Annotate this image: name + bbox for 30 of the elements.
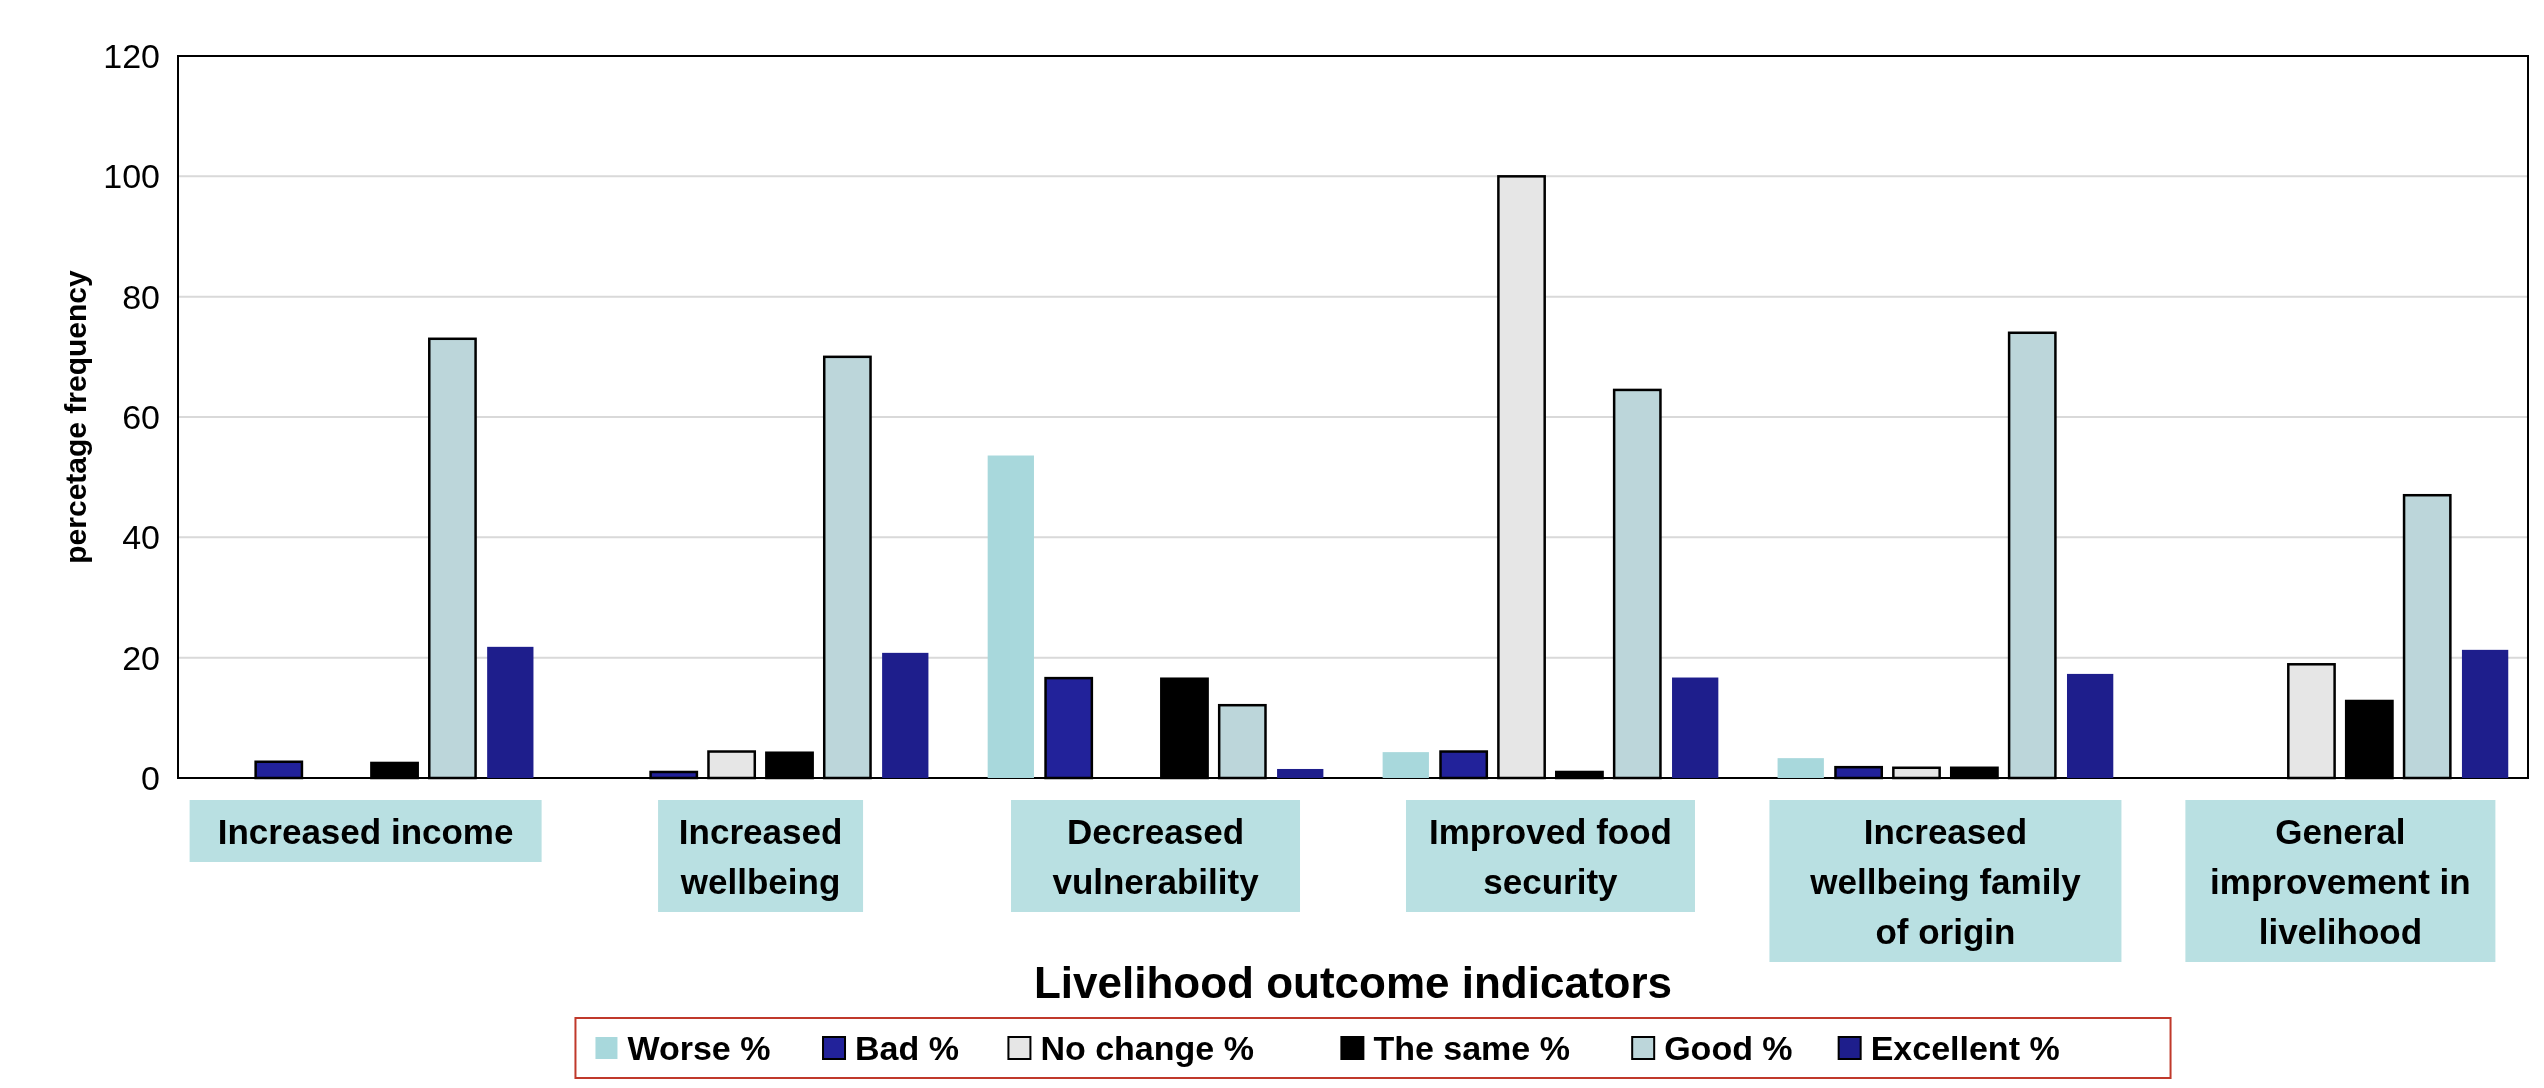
bar (1382, 752, 1429, 778)
legend-label: No change % (1040, 1028, 1254, 1067)
x-axis-title: Livelihood outcome indicators (1033, 958, 1673, 1007)
bar (487, 646, 534, 778)
x-tick-label: Decreased vulnerability (1052, 812, 1260, 901)
y-tick-label: 120 (103, 36, 160, 75)
x-tick-label: Increased income (217, 812, 514, 851)
legend-label: Excellent % (1870, 1028, 2060, 1067)
y-tick-label: 80 (122, 277, 160, 316)
y-tick-label: 40 (122, 518, 160, 557)
y-tick-label: 0 (141, 758, 160, 797)
y-tick-label: 20 (122, 638, 160, 677)
bar (1777, 758, 1824, 778)
bar (882, 652, 929, 778)
legend-label: Bad % (855, 1028, 959, 1067)
y-tick-label: 100 (103, 157, 160, 196)
y-tick-label: 60 (122, 397, 160, 436)
x-tick-label: Increased wellbeing family of origin (1809, 812, 2082, 951)
legend-label: Worse % (627, 1028, 771, 1067)
bar (987, 455, 1034, 778)
legend-label: The same % (1373, 1028, 1570, 1067)
legend-label: Good % (1664, 1028, 1793, 1067)
bar (1672, 677, 1719, 778)
x-tick-label: Increased wellbeing (678, 812, 843, 901)
bar (2066, 673, 2114, 778)
bar (2461, 649, 2509, 778)
y-axis-title: percetage frequency (59, 269, 92, 564)
x-tick-label: General improvement in livelihood (2210, 812, 2471, 951)
x-tick-label: Improved food security (1428, 812, 1673, 901)
bar (1277, 768, 1324, 778)
